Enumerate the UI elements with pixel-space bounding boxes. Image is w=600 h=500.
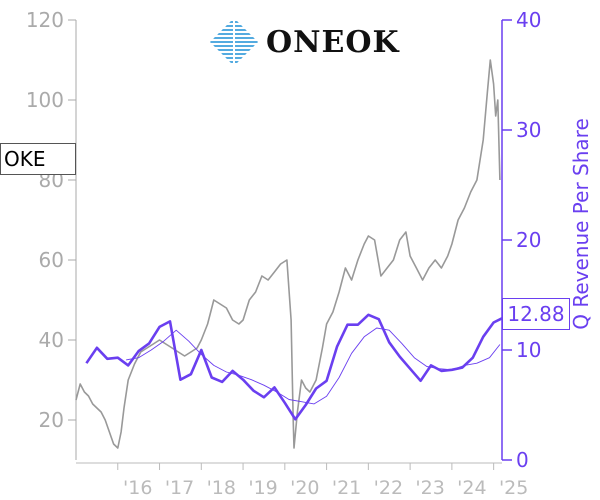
left-tick-label: 120 (26, 8, 64, 32)
ticker-label: OKE (0, 143, 76, 175)
diamond-logo-icon (210, 18, 258, 66)
revenue-line (85, 313, 503, 421)
x-tick-label: '25 (499, 477, 528, 499)
left-tick-label: 60 (39, 248, 64, 272)
last-value-label: 12.88 (502, 298, 570, 330)
left-tick-label: 20 (39, 408, 64, 432)
right-tick-label: 0 (516, 448, 529, 472)
right-tick-label: 20 (516, 228, 541, 252)
logo-wordmark: ONEOK (266, 24, 400, 60)
right-tick-label: 30 (516, 118, 541, 142)
x-tick-label: '18 (207, 477, 236, 499)
x-tick-label: '24 (457, 477, 486, 499)
right-y-axis: 0 10 20 30 40 (501, 8, 541, 472)
left-tick-label: 40 (39, 328, 64, 352)
x-tick-label: '21 (332, 477, 361, 499)
left-tick-label: 100 (26, 88, 64, 112)
right-tick-label: 10 (516, 338, 541, 362)
x-tick-label: '20 (290, 477, 319, 499)
x-tick-label: '22 (374, 477, 403, 499)
company-logo: ONEOK (208, 16, 400, 68)
x-tick-label: '23 (415, 477, 444, 499)
x-tick-label: '19 (248, 477, 277, 499)
price-line (75, 59, 501, 449)
right-tick-label: 40 (516, 8, 541, 32)
x-axis: '16 '17 '18 '19 '20 '21 '22 '23 '24 '25 (76, 462, 528, 499)
right-axis-label: Q Revenue Per Share (569, 118, 593, 330)
x-tick-label: '16 (123, 477, 152, 499)
x-tick-label: '17 (165, 477, 194, 499)
series-layer (75, 59, 503, 449)
